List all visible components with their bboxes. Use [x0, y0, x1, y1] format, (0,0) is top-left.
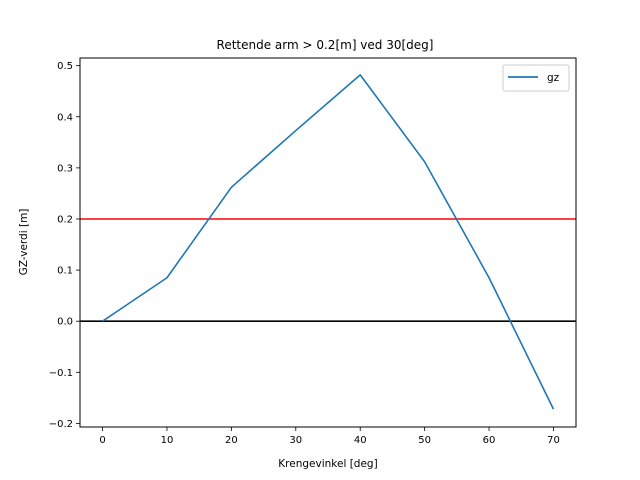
x-tick-label: 10	[161, 435, 174, 446]
y-tick-label: −0.1	[49, 368, 73, 379]
x-axis: 0 10 20 30 40 50 60 70	[99, 427, 560, 446]
series-line-gz	[102, 74, 555, 410]
x-axis-label: Krengevinkel [deg]	[278, 458, 377, 470]
x-tick-label: 0	[99, 435, 105, 446]
legend: gz	[502, 64, 570, 92]
x-tick-label: 50	[418, 435, 431, 446]
x-tick-label: 30	[289, 435, 302, 446]
x-tick-label: 20	[225, 435, 238, 446]
x-tick-label: 70	[547, 435, 560, 446]
y-axis: −0.2 −0.1 0.0 0.1 0.2 0.3 0.4 0.5	[49, 61, 80, 430]
y-tick-label: −0.2	[49, 419, 73, 430]
y-tick-label: 0.0	[57, 317, 73, 328]
y-tick-label: 0.4	[57, 112, 73, 123]
x-tick-label: 60	[483, 435, 496, 446]
y-tick-label: 0.2	[57, 214, 73, 225]
y-axis-label: GZ-verdi [m]	[18, 209, 30, 276]
y-tick-label: 0.1	[57, 266, 73, 277]
legend-label-gz: gz	[547, 72, 560, 84]
y-tick-label: 0.3	[57, 163, 73, 174]
legend-box	[502, 64, 570, 92]
x-tick-label: 40	[354, 435, 367, 446]
y-tick-label: 0.5	[57, 61, 73, 72]
plot-area	[79, 57, 577, 428]
plot-frame	[79, 57, 577, 428]
chart-title: Rettende arm > 0.2[m] ved 30[deg]	[217, 38, 434, 52]
